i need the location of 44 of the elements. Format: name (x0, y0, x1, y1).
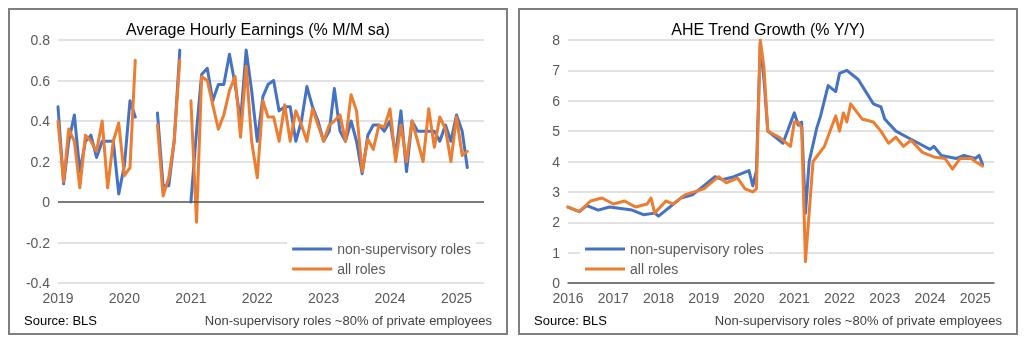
y-tick-label: 0.4 (30, 113, 51, 129)
y-tick-label: 0.2 (30, 153, 51, 170)
x-tick-label: 2016 (552, 290, 584, 306)
x-tick-label: 2021 (175, 290, 207, 306)
chart-title: Average Hourly Earnings (% M/M sa) (126, 20, 390, 38)
y-tick-label: 0.6 (30, 72, 51, 89)
y-tick-label: 6 (552, 92, 561, 109)
x-tick-label: 2022 (823, 290, 856, 306)
y-tick-label: 0 (42, 194, 51, 210)
x-tick-label: 2019 (42, 290, 74, 306)
y-tick-label: 8 (552, 32, 561, 48)
text: Non-supervisory roles ~80% of private employees (204, 313, 493, 328)
y-tick-label: -0.2 (25, 234, 51, 251)
x-tick-label: 2019 (688, 290, 720, 306)
chart-title: AHE Trend Growth (% Y/Y) (671, 20, 865, 38)
x-tick-label: 2017 (597, 290, 630, 306)
x-tick-label: 2021 (778, 290, 811, 306)
x-tick-label: 2020 (733, 290, 765, 306)
x-tick-label: 2020 (108, 290, 141, 306)
y-tick-label: 2 (552, 214, 561, 231)
legend-label: all roles (337, 261, 386, 277)
y-tick-label: 7 (552, 62, 561, 79)
y-tick-label: 0 (552, 275, 561, 291)
x-tick-label: 2023 (308, 290, 340, 306)
text: Non-supervisory roles ~80% of private employees (714, 313, 1003, 328)
legend-label: all roles (630, 261, 679, 277)
y-tick-label: -0.4 (25, 275, 51, 291)
y-tick-label: 3 (552, 183, 561, 200)
legend-label: non-supervisory roles (337, 241, 472, 257)
line-series (566, 38, 985, 264)
x-tick-label: 2025 (959, 290, 992, 306)
source-note: Source: BLS (24, 313, 98, 328)
y-tick-label: 0.8 (30, 32, 51, 48)
y-tick-label: 5 (552, 123, 561, 140)
legend-label: non-supervisory roles (630, 241, 764, 257)
x-tick-label: 2022 (241, 290, 274, 306)
x-tick-label: 2024 (374, 290, 406, 306)
y-tick-label: 1 (552, 244, 561, 261)
x-tick-label: 2025 (440, 290, 473, 306)
y-tick-label: 4 (552, 153, 561, 170)
x-tick-label: 2023 (869, 290, 901, 306)
x-tick-label: 2018 (642, 290, 675, 306)
x-tick-label: 2024 (914, 290, 946, 306)
source-note: Source: BLS (534, 313, 608, 328)
